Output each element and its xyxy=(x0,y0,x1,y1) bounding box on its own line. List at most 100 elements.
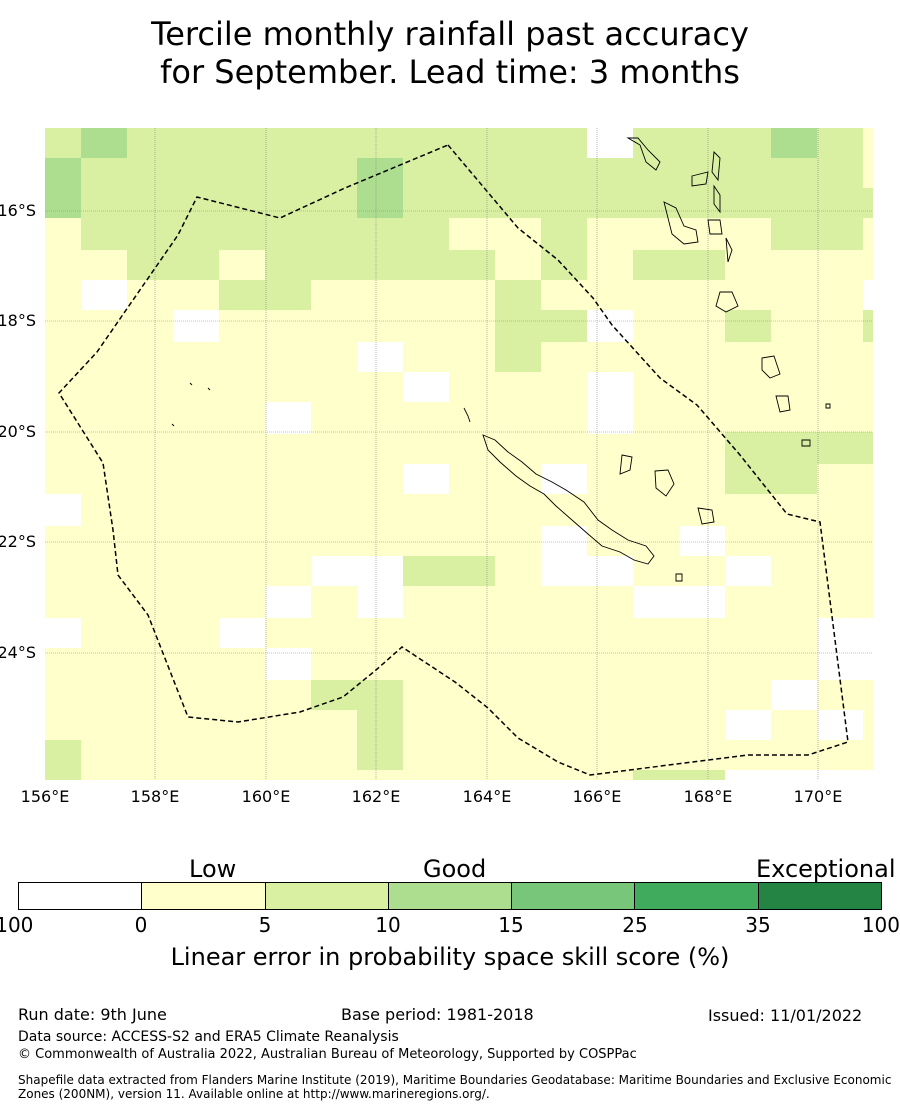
grid-cell xyxy=(219,280,311,310)
grid-cell xyxy=(771,128,817,158)
grid-cell xyxy=(45,740,81,780)
grid-cell xyxy=(81,218,127,250)
lon-label-158e: 158°E xyxy=(130,787,180,806)
grid-cell xyxy=(357,218,449,250)
lat-label-20s: 20°S xyxy=(0,422,36,441)
lon-label-170e: 170°E xyxy=(793,787,843,806)
legend-category-good: Good xyxy=(423,855,487,883)
colorbar-tick-neg100: -100 xyxy=(0,913,34,937)
grid-cell xyxy=(357,710,403,770)
colorbar-tick-15: 15 xyxy=(498,913,524,937)
grid-cell xyxy=(265,648,311,680)
vanuatu-coastline xyxy=(626,137,831,447)
grid-cell xyxy=(81,158,357,188)
grid-cell xyxy=(357,342,403,372)
lon-label-156e: 156°E xyxy=(20,787,70,806)
grid-cell xyxy=(541,464,587,494)
grid-cell xyxy=(403,464,449,494)
grid-cell xyxy=(817,710,863,740)
legend-category-exceptional: Exceptional xyxy=(756,855,896,883)
shapefile-note: Shapefile data extracted from Flanders M… xyxy=(18,1073,892,1101)
grid-cell xyxy=(633,770,725,780)
map xyxy=(45,128,873,780)
grid-cell xyxy=(357,158,403,218)
grid-cell xyxy=(357,586,403,618)
grid-cell xyxy=(541,526,587,556)
copyright: © Commonwealth of Australia 2022, Austra… xyxy=(18,1047,637,1062)
grid-cell xyxy=(863,310,873,342)
colorbar-tick-25: 25 xyxy=(622,913,648,937)
grid-cell xyxy=(403,556,495,586)
grid-cell xyxy=(633,158,863,188)
grid-cell xyxy=(725,464,817,494)
coastlines xyxy=(171,137,831,582)
grid-cell xyxy=(45,158,81,218)
grid-cell xyxy=(173,310,219,342)
loyalty-islands-coastline xyxy=(619,454,715,582)
colorbar-segment-15-25 xyxy=(512,883,636,909)
issued-date: Issued: 11/01/2022 xyxy=(708,1006,863,1025)
colorbar-tick-100: 100 xyxy=(861,913,900,937)
chart-title-line-1: Tercile monthly rainfall past accuracy xyxy=(151,15,749,53)
grid-cell xyxy=(127,250,219,280)
grid-cell xyxy=(311,680,403,710)
lon-label-160e: 160°E xyxy=(241,787,291,806)
colorbar-segment-0-5 xyxy=(142,883,266,909)
run-date: Run date: 9th June xyxy=(18,1005,167,1024)
colorbar-tick-0: 0 xyxy=(134,913,148,937)
grid-cell xyxy=(725,556,771,586)
colorbar-tick-5: 5 xyxy=(258,913,272,937)
grid-cell xyxy=(817,128,863,158)
colorbar-segment-35-100 xyxy=(758,883,881,909)
tercile-accuracy-grid xyxy=(45,128,873,780)
data-source: Data source: ACCESS-S2 and ERA5 Climate … xyxy=(18,1029,399,1045)
lon-label-166e: 166°E xyxy=(572,787,622,806)
lon-label-162e: 162°E xyxy=(351,787,401,806)
grid-cell xyxy=(771,680,817,710)
grid-cell xyxy=(495,280,541,310)
maritime-boundary-dashed xyxy=(58,144,849,776)
colorbar-segment-neg100-0 xyxy=(19,883,143,909)
chart-title-line-2: for September. Lead time: 3 months xyxy=(160,53,740,91)
colorbar-segment-5-10 xyxy=(265,883,389,909)
grid-cell xyxy=(725,770,873,780)
colorbar-segment-25-35 xyxy=(635,883,759,909)
grid-cell xyxy=(265,250,495,280)
grid-cell xyxy=(495,342,541,372)
grid-cell xyxy=(863,280,873,310)
lon-label-164e: 164°E xyxy=(462,787,512,806)
grid-cell xyxy=(219,618,265,648)
grid-cell xyxy=(541,250,587,280)
grid-cell xyxy=(541,218,587,250)
grid-cell xyxy=(587,128,633,158)
grid-cell xyxy=(403,372,449,402)
grid-cell xyxy=(725,710,771,740)
grid-cell xyxy=(817,618,873,680)
base-period: Base period: 1981-2018 xyxy=(341,1005,534,1024)
grid-cell xyxy=(45,128,81,158)
grid-cell xyxy=(403,188,633,218)
lat-label-24s: 24°S xyxy=(0,643,36,662)
grid-cell xyxy=(81,280,127,310)
lon-label-168e: 168°E xyxy=(683,787,733,806)
grid-cell xyxy=(587,372,633,434)
lat-label-18s: 18°S xyxy=(0,311,36,330)
grid-cell xyxy=(633,586,725,618)
grid-cell xyxy=(311,556,403,586)
colorbar-tick-35: 35 xyxy=(745,913,771,937)
grid-cell xyxy=(633,128,771,158)
lat-label-16s: 16°S xyxy=(0,201,36,220)
colorbar-label: Linear error in probability space skill … xyxy=(170,943,730,971)
new-caledonia-coastline xyxy=(482,434,655,565)
grid-cell xyxy=(127,128,357,158)
lat-label-22s: 22°S xyxy=(0,532,36,551)
grid-cell xyxy=(357,128,587,158)
grid-cell xyxy=(265,402,311,434)
grid-cell xyxy=(679,526,725,556)
grid-cell xyxy=(587,310,633,342)
grid-cell xyxy=(45,494,81,526)
colorbar-tick-10: 10 xyxy=(375,913,401,937)
grid-cell xyxy=(725,432,873,464)
legend-category-low: Low xyxy=(189,855,237,883)
chesterfield-islands-coastline xyxy=(171,382,471,427)
